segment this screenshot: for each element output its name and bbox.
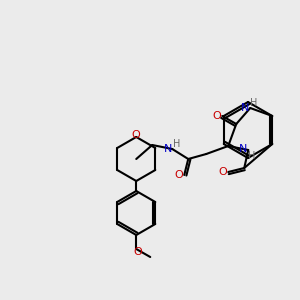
Text: O: O	[219, 167, 228, 177]
Text: N: N	[241, 103, 249, 113]
Text: N: N	[239, 144, 248, 154]
Text: H: H	[248, 151, 255, 161]
Text: H: H	[172, 139, 180, 149]
Text: O: O	[134, 247, 142, 257]
Text: N: N	[164, 144, 172, 154]
Text: O: O	[175, 170, 184, 180]
Text: O: O	[213, 111, 222, 121]
Text: H: H	[250, 98, 257, 108]
Text: O: O	[132, 130, 141, 140]
